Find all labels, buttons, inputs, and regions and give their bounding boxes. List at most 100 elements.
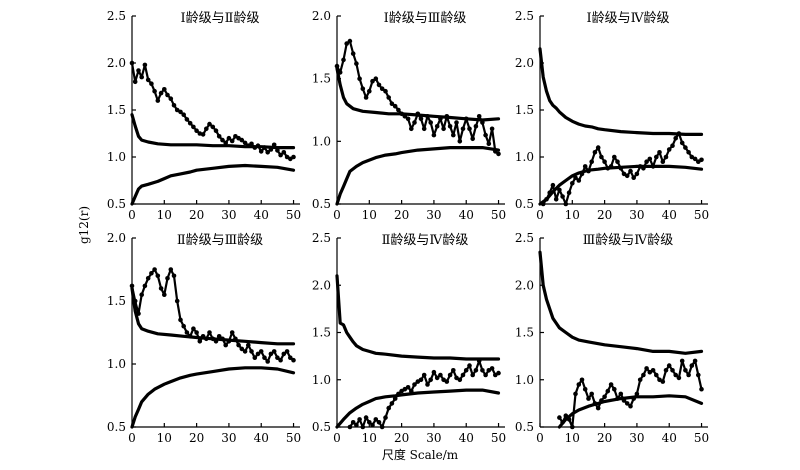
data-point [582,164,588,169]
data-point [557,187,562,193]
x-tick-label: 30 [629,208,644,222]
x-tick-label: 0 [333,208,341,222]
data-point [654,372,659,378]
data-point [544,197,549,202]
data-point [171,273,177,279]
x-tick-label: 30 [426,208,441,222]
data-point [457,377,463,383]
data-point [676,131,682,136]
x-tick-label: 20 [189,431,204,445]
data-point [467,363,472,368]
data-point [132,79,138,85]
data-point [226,339,232,344]
data-point [599,154,604,160]
data-point [363,415,369,420]
data-point [155,273,161,279]
data-point [145,276,151,281]
data-point [434,375,440,381]
y-tick-label: 0.5 [107,197,126,211]
data-point [291,357,296,363]
x-tick-label: 40 [662,208,677,222]
data-point [350,51,356,56]
data-point [405,116,411,122]
data-point [220,137,225,143]
data-point [184,330,190,335]
y-tick-label: 2.5 [312,231,331,245]
data-point [489,126,495,132]
data-point [673,135,678,141]
data-point [389,401,395,406]
chart-panel-3: 0.5 1.0 1.5 2.0 2.5 0 10 20 30 40 50 Ⅰ龄级与Ⅳ龄级 [515,9,709,222]
data-point [547,190,552,195]
data-point [431,132,437,138]
data-point [438,116,443,122]
series-lower-line [130,163,296,206]
data-point [579,171,585,177]
data-point [216,334,222,339]
series-upper-line [335,274,501,361]
x-tick-label: 40 [459,208,474,222]
data-point [265,359,271,364]
data-point [473,368,479,373]
series-upper-line [538,47,704,136]
data-point [586,168,591,174]
x-tick-label: 0 [128,208,136,222]
x-tick-label: 50 [286,208,301,222]
data-point [200,334,206,339]
data-point [696,372,701,378]
data-point [162,292,167,298]
data-point [425,382,430,387]
data-point [570,424,575,430]
x-tick-label: 0 [333,431,341,445]
data-point [367,88,372,94]
data-point [486,141,492,147]
data-point [136,68,141,73]
data-point [428,377,434,383]
chart-panel-6: 0.5 1.0 1.5 2.0 2.5 0 10 20 30 40 50 Ⅲ龄级与Ⅳ龄级 [515,231,709,445]
data-point [158,286,164,291]
data-point [595,405,601,411]
data-point [197,339,203,344]
data-point [615,159,620,164]
series-upper-line [335,66,501,122]
data-point [337,70,343,75]
data-point [220,336,225,342]
data-point [489,366,495,371]
data-point [262,145,267,150]
data-point [657,150,662,155]
y-tick-label: 2.0 [312,9,331,23]
data-point [476,358,482,364]
data-point [563,413,569,419]
data-point [589,159,594,164]
series-lower-line [335,388,501,429]
data-point [354,422,359,428]
data-point [258,149,264,154]
y-tick-label: 2.5 [515,9,534,23]
data-point [618,391,624,397]
data-point [246,342,251,348]
data-point [223,140,228,146]
chart-panel-1: 0.5 1.0 1.5 2.0 2.5 0 10 20 30 40 50 Ⅰ龄级与Ⅱ龄级 [107,9,301,222]
data-point [402,114,408,119]
data-point [496,151,501,157]
x-tick-label: 20 [597,431,612,445]
data-point [213,339,219,344]
data-point [496,370,501,376]
data-point [207,121,212,127]
data-point [628,168,633,174]
data-point [493,149,498,154]
panel-title: Ⅰ龄级与Ⅳ龄级 [586,11,669,26]
data-point [392,396,398,401]
x-tick-label: 40 [254,208,269,222]
x-tick-label: 10 [565,431,580,445]
data-point [275,148,280,153]
data-point [389,101,395,106]
data-point [396,391,401,397]
x-tick-label: 30 [221,431,236,445]
data-point [344,41,350,46]
data-point [271,349,277,354]
data-point [425,114,430,119]
data-point [457,139,463,144]
data-point [470,136,476,142]
data-point [631,175,636,180]
